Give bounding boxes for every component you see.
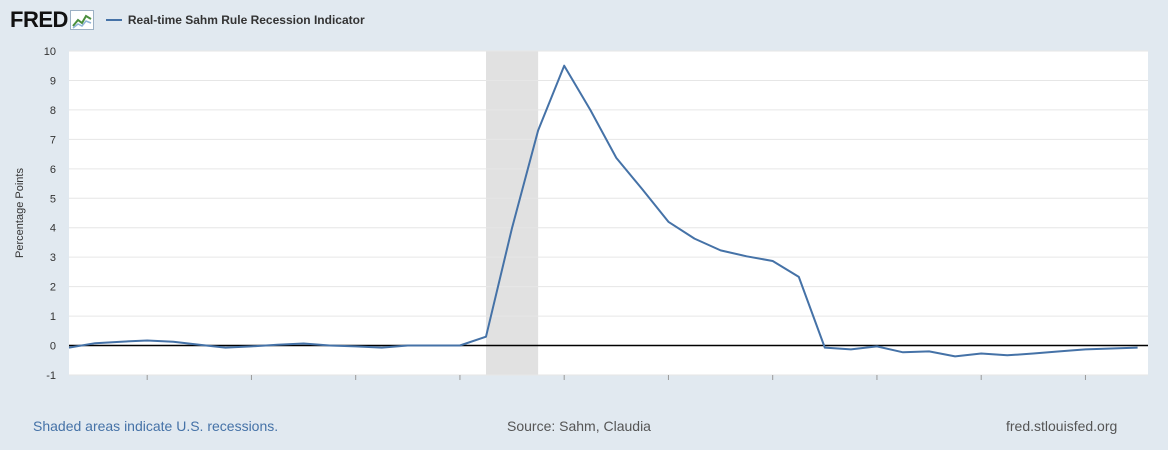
fred-logo[interactable]: FRED	[10, 7, 94, 33]
y-tick-label: -1	[46, 370, 56, 382]
y-tick-label: 3	[50, 252, 56, 264]
line-chart: -1012345678910Jan 2019May 2019Sep 2019Ja…	[14, 46, 1148, 382]
site-link[interactable]: fred.stlouisfed.org	[1006, 418, 1118, 434]
y-tick-label: 9	[50, 75, 56, 87]
y-tick-label: 5	[50, 193, 56, 205]
recession-note[interactable]: Shaded areas indicate U.S. recessions.	[33, 418, 279, 434]
plot-area	[69, 51, 1148, 375]
y-tick-label: 7	[50, 134, 56, 146]
y-tick-label: 4	[50, 223, 56, 235]
recession-shade	[486, 51, 539, 375]
chart-legend: Real-time Sahm Rule Recession Indicator	[105, 13, 365, 27]
legend-swatch	[105, 19, 122, 21]
y-tick-label: 2	[50, 282, 56, 294]
y-tick-label: 8	[50, 105, 56, 117]
series-line[interactable]	[68, 64, 1138, 358]
source-text: Source: Sahm, Claudia	[507, 418, 651, 434]
chart-header: FRED Real-time Sahm Rule Recession Indic…	[10, 6, 365, 34]
y-tick-label: 0	[50, 341, 56, 353]
logo-text: FRED	[10, 7, 68, 32]
logo-graph-icon	[69, 10, 94, 30]
y-tick-label: 10	[44, 46, 56, 58]
y-tick-label: 6	[50, 164, 56, 176]
legend-label: Real-time Sahm Rule Recession Indicator	[127, 13, 365, 27]
y-tick-label: 1	[50, 311, 56, 323]
y-axis-label: Percentage Points	[14, 168, 26, 258]
